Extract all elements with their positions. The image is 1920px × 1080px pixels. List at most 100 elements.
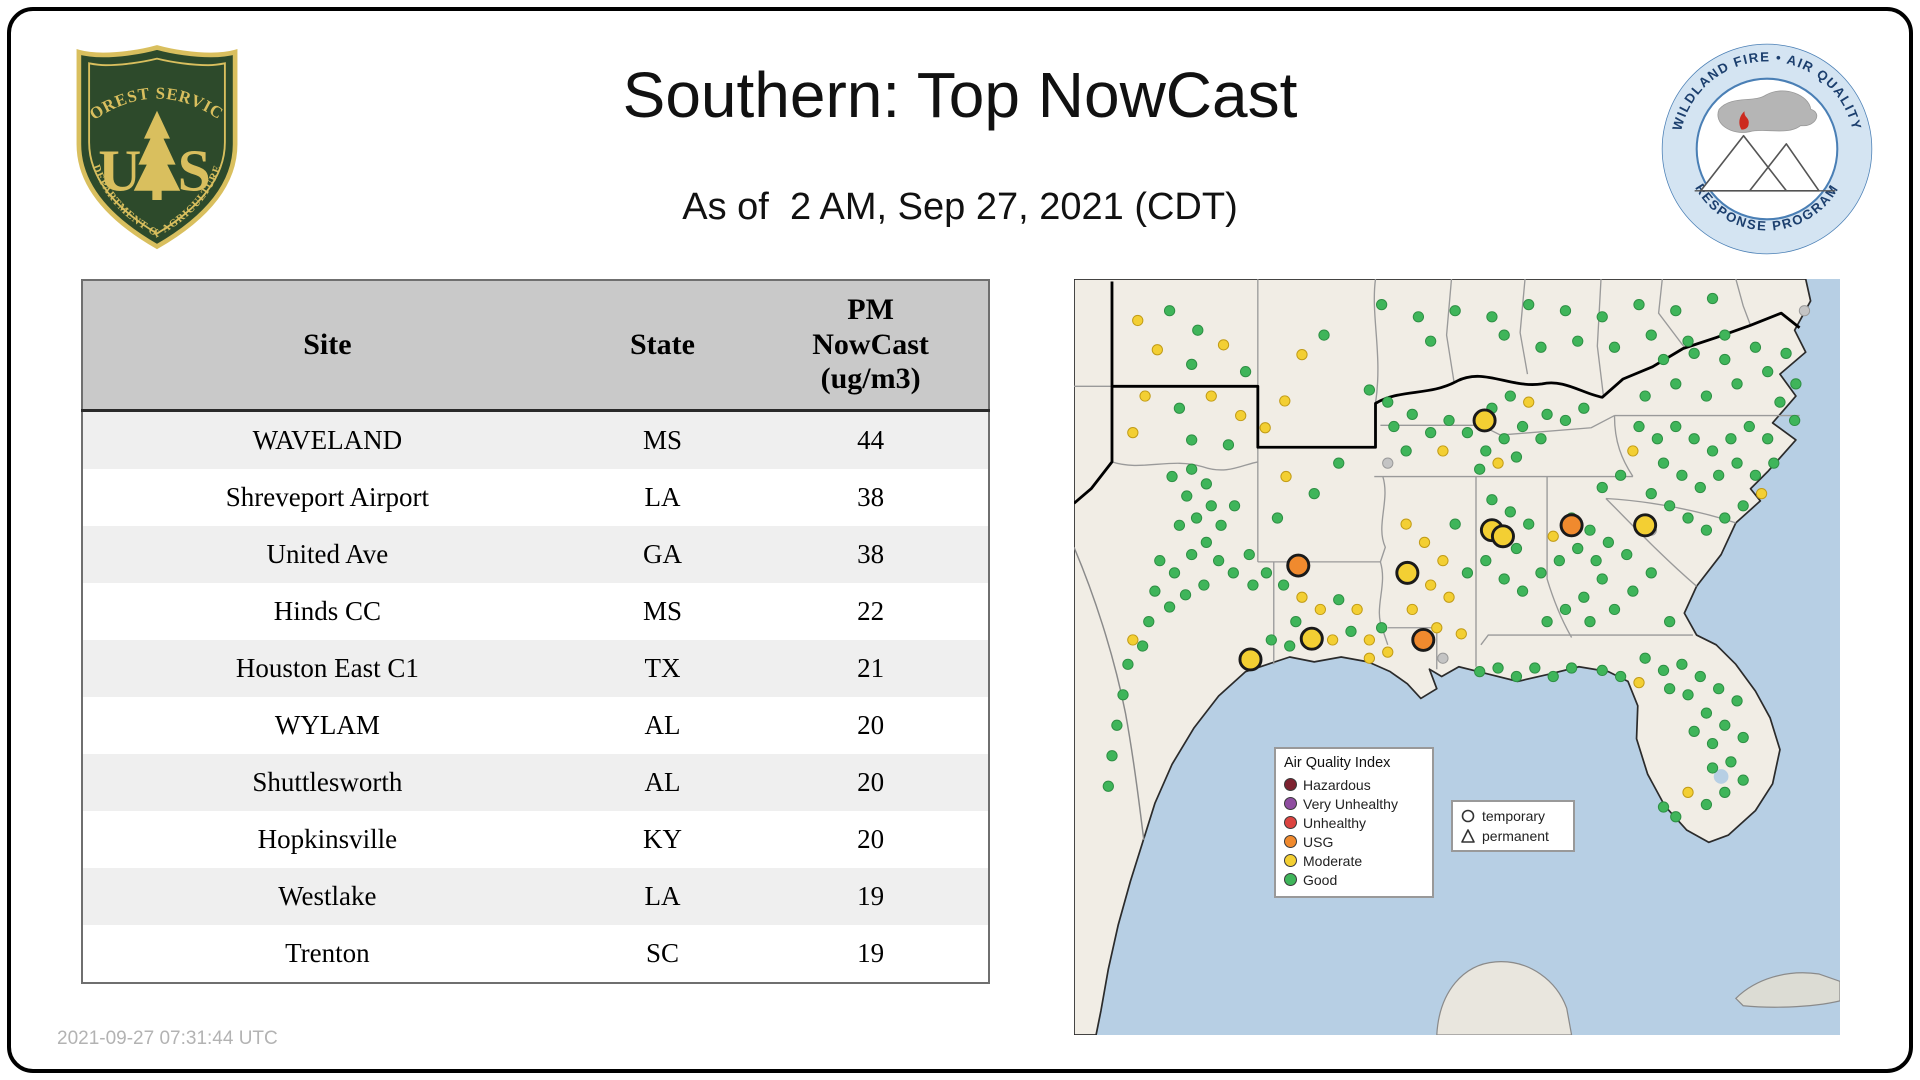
aqi-legend-title: Air Quality Index <box>1284 755 1391 771</box>
monitor-dot <box>1498 433 1510 445</box>
monitor-dot <box>1584 524 1596 536</box>
pine-tree-icon <box>133 110 181 201</box>
monitor-dot <box>1596 664 1608 677</box>
monitor-dot <box>1731 378 1743 390</box>
monitor-dot <box>1565 662 1578 674</box>
monitor-dot <box>1431 622 1443 634</box>
aqi-color-swatch <box>1284 835 1297 848</box>
monitor-dot <box>1486 311 1498 323</box>
monitor-dot <box>1425 427 1437 439</box>
monitor-dot <box>1645 487 1657 500</box>
aqi-legend-item: Unhealthy <box>1284 813 1424 832</box>
monitor-dot <box>1682 689 1694 701</box>
monitor-dot <box>1474 463 1486 475</box>
monitor-dot <box>1755 487 1768 500</box>
monitor-dot <box>1492 662 1504 674</box>
monitor-dot <box>1486 494 1498 506</box>
site-cell: WAVELAND <box>252 424 403 455</box>
monitor-dot <box>1179 589 1192 601</box>
monitor-dot <box>1719 786 1731 798</box>
monitor-dot <box>1382 457 1394 469</box>
monitor-dot <box>1136 640 1149 652</box>
monitor-dot <box>1547 670 1559 683</box>
monitor-dot <box>1406 408 1418 420</box>
table-row: United Ave GA 38 <box>82 525 989 583</box>
usfs-letter-s: S <box>178 138 211 204</box>
site-cell: WYLAM <box>274 709 380 740</box>
monitor-dot <box>1181 490 1193 502</box>
monitor-dot <box>1190 512 1203 524</box>
monitor-dot <box>1719 512 1731 524</box>
page-subtitle: As of 2 AM, Sep 27, 2021 (CDT) <box>682 186 1238 228</box>
monitor-dot <box>1789 414 1801 427</box>
permanent-legend-row: permanent <box>1460 826 1566 846</box>
monitor-dot <box>1151 344 1163 356</box>
monitor-dot <box>1498 573 1510 585</box>
site-cell: Hopkinsville <box>257 823 398 854</box>
monitor-dot <box>1504 390 1516 402</box>
monitor-dot <box>1510 542 1523 555</box>
mexico-border <box>1074 546 1145 840</box>
monitor-dot <box>1474 666 1486 678</box>
state-cell: LA <box>644 880 681 911</box>
monitor-dot <box>1602 536 1614 548</box>
monitor-dot <box>1541 408 1553 420</box>
value-cell: 19 <box>857 880 885 911</box>
monitor-dot <box>1198 579 1210 591</box>
monitor-dot <box>1749 341 1762 353</box>
monitor-dot <box>1296 348 1308 361</box>
monitor-dot <box>1504 506 1516 518</box>
aqi-legend-items: Hazardous Very Unhealthy Unhealthy USG Moder… <box>1284 775 1424 889</box>
top-site-marker <box>1395 560 1420 585</box>
monitor-dot <box>1719 329 1731 341</box>
monitor-dot <box>1461 567 1474 579</box>
monitor-dot <box>1762 433 1774 445</box>
monitor-dot <box>1639 652 1651 664</box>
monitor-dot <box>1461 427 1474 439</box>
map-panel: Air Quality Index Hazardous Very Unhealth… <box>1074 279 1840 1035</box>
monitor-dot <box>1318 329 1330 341</box>
monitor-dot <box>1670 305 1682 317</box>
monitor-dot <box>1700 798 1713 811</box>
monitor-dot <box>1102 780 1114 792</box>
site-cell: Trenton <box>285 937 370 968</box>
generation-timestamp: 2021-09-27 07:31:44 UTC <box>57 1028 278 1049</box>
monitor-dot <box>1535 341 1547 353</box>
monitor-dot <box>1382 646 1394 658</box>
monitor-dot <box>1498 329 1510 341</box>
nowcast-table-body: WAVELAND MS 44 Shreveport Airport LA 38 United… <box>82 410 989 983</box>
marker-type-legend: temporary permanent <box>1451 800 1575 852</box>
aqi-color-swatch <box>1284 797 1297 810</box>
monitor-dot <box>1535 567 1547 579</box>
monitor-dot <box>1725 433 1737 445</box>
state-cell: MS <box>642 595 682 626</box>
monitor-dot <box>1523 396 1535 408</box>
monitor-dot <box>1314 603 1326 616</box>
monitor-dot <box>1168 567 1181 579</box>
aqi-category-label: Hazardous <box>1303 776 1371 793</box>
monitor-dot <box>1719 719 1731 731</box>
monitor-dot <box>1265 634 1277 646</box>
monitor-dot <box>1375 298 1388 311</box>
value-cell: 22 <box>857 595 885 626</box>
top-site-marker <box>1490 524 1515 549</box>
monitor-dot <box>1400 445 1412 457</box>
monitor-dot <box>1614 670 1627 683</box>
monitor-dot <box>1290 616 1302 628</box>
table-row: Trenton SC 19 <box>82 925 989 983</box>
monitor-dots-layer <box>1102 292 1811 823</box>
monitor-dot <box>1363 384 1376 396</box>
aqi-legend-item: Hazardous <box>1284 775 1424 794</box>
monitor-dot <box>1682 512 1694 524</box>
monitor-dot <box>1163 305 1176 317</box>
monitor-dot <box>1106 750 1118 762</box>
monitor-dot <box>1768 457 1780 469</box>
monitor-dot <box>1222 439 1235 451</box>
monitor-dot <box>1363 634 1376 646</box>
monitor-dot <box>1694 481 1706 494</box>
top-site-marker <box>1238 647 1263 672</box>
monitor-dot <box>1700 707 1713 719</box>
aqi-category-label: USG <box>1303 833 1334 850</box>
aqi-category-label: Good <box>1303 871 1338 888</box>
monitor-dot <box>1437 555 1449 567</box>
